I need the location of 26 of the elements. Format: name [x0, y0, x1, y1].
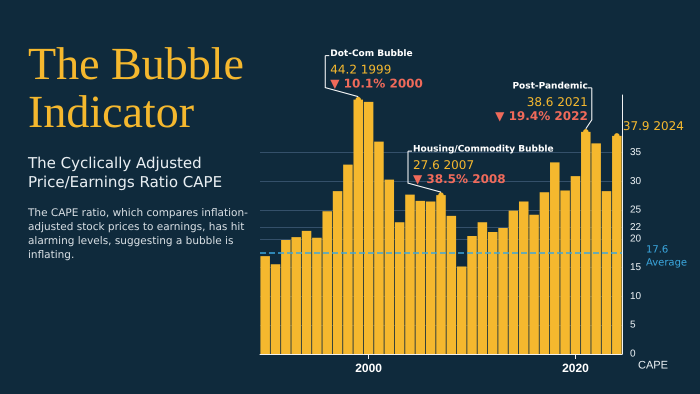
y-tick-label: 22 — [630, 222, 642, 233]
annotation: Housing/Commodity Bubble — [413, 144, 554, 155]
y-tick-label: 10 — [630, 290, 642, 302]
annotation: 27.6 2007 — [413, 158, 474, 172]
ref-line-label: 17.6 Average — [646, 244, 688, 269]
y-axis-title: CAPE — [638, 360, 668, 372]
annotation: ▼ 19.4% 2022 — [495, 108, 588, 123]
y-tick-label: 20 — [630, 233, 642, 244]
annotation: ▼ 38.5% 2008 — [413, 172, 506, 186]
chart-title: The Bubble Indicator — [28, 38, 245, 137]
x-tick-label: 2020 — [562, 361, 590, 375]
annotation: ▼ 10.1% 2000 — [330, 76, 423, 91]
y-tick-label: 30 — [630, 176, 642, 187]
y-tick-label: 5 — [630, 320, 636, 331]
annotation: 44.2 1999 — [330, 62, 392, 77]
annotation: Dot-Com Bubble — [330, 49, 413, 60]
annotation: 38.6 2021 — [526, 94, 588, 109]
y-tick-label: 25 — [630, 204, 642, 216]
y-tick-label: 0 — [630, 348, 636, 360]
annotation: 37.9 2024 — [622, 118, 684, 133]
y-tick-label: 15 — [630, 262, 642, 274]
x-tick-label: 2000 — [355, 361, 382, 375]
y-tick-label: 35 — [630, 147, 642, 158]
text: The Cyclically Adjusted Price/Earnings Ratio CAPE — [28, 154, 224, 192]
annotation: Post-Pandemic — [512, 81, 588, 92]
text: The CAPE ratio, which compares inflation-adjusted stock prices to earnings, has hit alarming levels, suggesting a bubble is inflating. — [28, 206, 249, 262]
